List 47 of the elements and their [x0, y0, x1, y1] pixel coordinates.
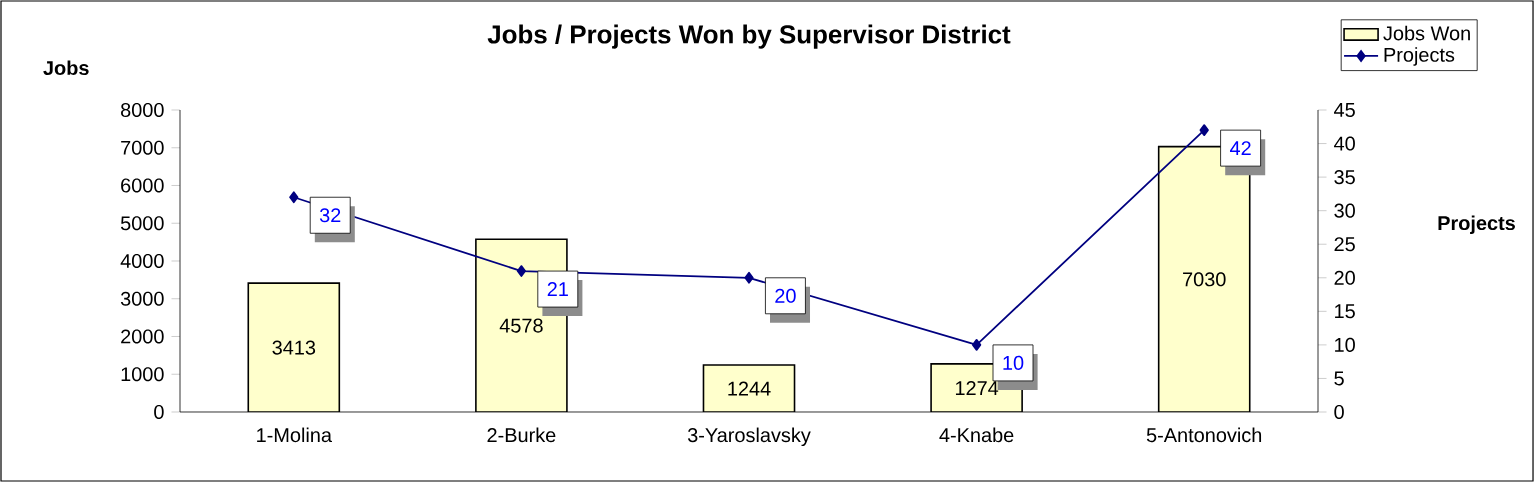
y-tick-label: 1000: [121, 367, 164, 382]
y2-tick-label: 5: [1334, 371, 1344, 386]
y-axis-title: Jobs: [43, 60, 89, 76]
y2-tick-label: 30: [1334, 203, 1355, 218]
bar: [475, 238, 568, 412]
x-tick-label: 3-Yaroslavsky: [687, 427, 811, 447]
point: [744, 271, 754, 284]
y-tick-label: 5000: [120, 216, 164, 231]
data-label: 32: [319, 208, 341, 223]
chart-title: Jobs / Projects Won by Supervisor District: [487, 24, 1011, 49]
legend-label: Jobs Won: [1383, 25, 1470, 41]
y-tick-label: 7000: [121, 140, 164, 155]
y2-tick-label: 45: [1334, 103, 1355, 117]
point: [1199, 124, 1209, 137]
data-label: 10: [1003, 355, 1024, 370]
point: [289, 191, 299, 204]
data-label: 1244: [728, 381, 771, 396]
data-label: 7030: [1183, 272, 1226, 287]
y-tick-label: 2000: [121, 329, 164, 344]
y-tick-label: 6000: [121, 178, 164, 193]
y2-axis-title: Projects: [1438, 215, 1515, 235]
y2-tick-label: 40: [1334, 136, 1355, 151]
y-tick-label: 8000: [121, 102, 164, 118]
y2-tick-label: 10: [1335, 337, 1355, 352]
y2-tick-label: 0: [1334, 404, 1344, 420]
data-label: 42: [1229, 141, 1251, 156]
y-tick-label: 0: [154, 404, 164, 420]
legend-label: Projects: [1384, 47, 1455, 66]
y2-tick-label: 20: [1334, 270, 1355, 285]
x-tick-label: 5-Antonovich: [1146, 427, 1262, 443]
y2-tick-label: 35: [1334, 170, 1355, 185]
data-label: 3413: [272, 340, 316, 355]
data-label: 20: [775, 288, 796, 303]
bar: [247, 282, 341, 412]
y2-tick-label: 25: [1334, 237, 1355, 252]
x-tick-label: 2-Burke: [487, 427, 556, 443]
y-tick-label: 3000: [120, 291, 164, 306]
bar: [702, 364, 796, 412]
point: [971, 339, 982, 351]
data-label: 1274: [955, 381, 999, 395]
x-tick-label: 4-Knabe: [939, 427, 1014, 443]
data-label: 4578: [499, 318, 543, 333]
data-label: 21: [547, 282, 568, 297]
x-tick-label: 1-Molina: [257, 427, 332, 443]
y-tick-label: 4000: [120, 253, 164, 269]
y2-tick-label: 15: [1335, 304, 1355, 319]
point: [516, 265, 527, 277]
